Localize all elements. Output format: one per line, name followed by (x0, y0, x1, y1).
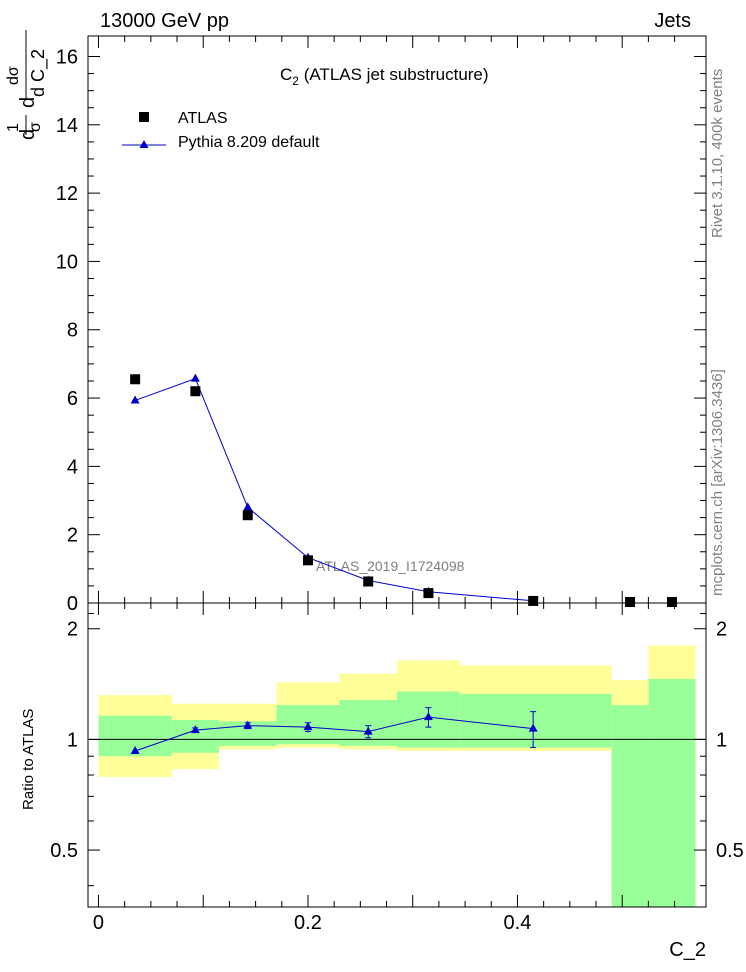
ylabel-d2: d (17, 97, 39, 108)
atlas-point (363, 576, 374, 587)
atlas-point (130, 374, 141, 385)
main-ytick-label: 14 (56, 115, 78, 137)
green-band-8 (648, 678, 696, 907)
ylabel-frac2-num: dσ (5, 66, 22, 85)
main-ytick-label: 10 (56, 251, 78, 273)
atlas-point (423, 588, 434, 599)
legend: ATLAS Pythia 8.209 default (122, 110, 320, 151)
atlas-point (302, 555, 313, 566)
ratio-xtick-label: 0 (93, 912, 104, 934)
x-axis-label: C_2 (669, 939, 706, 961)
title-suffix: (ATLAS jet substructure) (299, 65, 489, 84)
pythia-point (130, 395, 140, 404)
legend-atlas-label: ATLAS (178, 110, 228, 127)
ratio-ytick-label-right: 0.5 (716, 840, 744, 862)
ratio-pythia-point (363, 726, 373, 735)
mcplots-reference-label: mcplots.cern.ch [arXiv:1306.3436] (709, 369, 726, 596)
ratio-pythia-point (243, 720, 253, 729)
ratio-uncertainty-bands (98, 645, 696, 907)
main-ytick-label: 2 (67, 525, 78, 547)
ylabel-d1: d (17, 129, 39, 140)
green-band-6 (459, 693, 612, 748)
main-ytick-label: 0 (67, 593, 78, 615)
pythia-line (134, 377, 534, 602)
ylabel-frac1-den: σ (27, 122, 44, 132)
main-ytick-label: 4 (67, 456, 78, 478)
ratio-plot-frame (87, 602, 707, 908)
ratio-ytick-label: 0.5 (50, 840, 78, 862)
atlas-point (528, 595, 539, 606)
title-subscript: 2 (292, 74, 299, 88)
data-marks (88, 373, 706, 754)
header-process-label: Jets (654, 10, 691, 32)
plot-frames (87, 35, 707, 908)
ratio-pythia-point (528, 723, 538, 732)
ratio-ytick-label-right: 2 (716, 619, 727, 641)
chart-title: C2 (ATLAS jet substructure) (280, 65, 489, 88)
ratio-pythia-point (130, 745, 140, 754)
ratio-ytick-label: 2 (67, 619, 78, 641)
analysis-label: ATLAS_2019_I1724098 (316, 558, 465, 574)
ratio-ytick-label: 1 (67, 729, 78, 751)
legend-atlas-marker (139, 112, 149, 122)
main-ytick-label: 6 (67, 388, 78, 410)
legend-pythia-marker (139, 140, 149, 148)
ratio-pythia-point (303, 722, 313, 731)
ratio-y-axis-label: Ratio to ATLAS (20, 709, 37, 810)
ratio-xtick-label: 0.4 (504, 912, 532, 934)
header-energy-label: 13000 GeV pp (100, 10, 229, 32)
atlas-point (190, 386, 201, 397)
ylabel-frac2-den: d C_2 (28, 49, 49, 97)
rivet-version-label: Rivet 3.1.10, 400k events (709, 69, 726, 238)
title-prefix: C (280, 65, 292, 84)
main-y-axis-label: d 1 σ d dσ d C_2 (5, 30, 49, 140)
ratio-pythia-point (190, 725, 200, 734)
legend-pythia-label: Pythia 8.209 default (178, 134, 320, 151)
main-ytick-label: 8 (67, 320, 78, 342)
ratio-ytick-label-right: 1 (716, 729, 727, 751)
ratio-xtick-label: 0.2 (294, 912, 322, 934)
pythia-point (190, 373, 200, 382)
atlas-point (666, 597, 677, 607)
pythia-point (243, 502, 253, 511)
ylabel-frac1-num: 1 (5, 123, 22, 132)
main-ytick-label: 16 (56, 46, 78, 68)
ratio-pythia-point (423, 712, 433, 721)
main-ytick-label: 12 (56, 183, 78, 205)
green-band-7 (611, 705, 649, 907)
atlas-point (625, 597, 636, 607)
atlas-point (242, 510, 253, 521)
